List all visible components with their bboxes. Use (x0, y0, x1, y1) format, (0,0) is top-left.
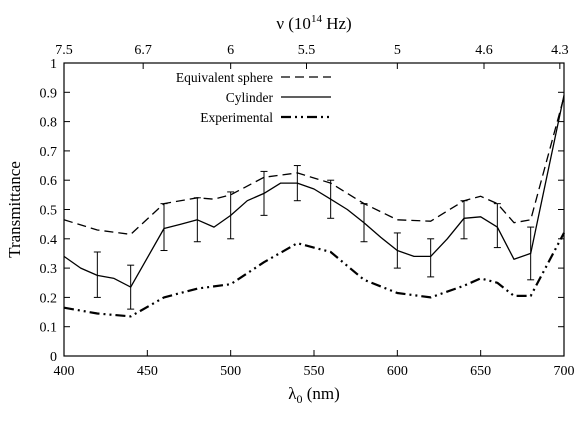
top-tick-label: 5.5 (298, 43, 316, 58)
top-axis-label-superscript: 14 (311, 13, 323, 25)
series-lines (63, 95, 565, 318)
error-bar (427, 238, 435, 278)
y-tick-label: 0.6 (40, 174, 58, 189)
legend: Equivalent sphere Cylinder Experimental (176, 70, 331, 125)
y-tick-label: 1 (50, 57, 57, 72)
error-bar (93, 251, 101, 298)
top-axis-label-unit: Hz) (322, 14, 352, 33)
y-axis-label: Transmittance (5, 161, 24, 258)
error-bar (327, 179, 335, 219)
top-axis-label-prefix: ν (10 (276, 14, 311, 33)
y-tick-labels: 0 0.1 0.2 0.3 0.4 0.5 0.6 0.7 0.8 0.9 1 (40, 57, 58, 365)
x-axis-label: λ0 (nm) (288, 384, 340, 406)
error-bars (93, 165, 535, 310)
top-tick-label: 5 (394, 43, 401, 58)
tick-marks (63, 62, 565, 357)
series-line-1 (63, 95, 565, 288)
top-tick-label: 4.6 (475, 43, 493, 58)
error-bar (360, 203, 368, 243)
error-bar (127, 264, 135, 310)
x-tick-label: 700 (554, 364, 575, 379)
legend-label-cylinder: Cylinder (226, 90, 274, 105)
top-tick-label: 4.3 (551, 43, 569, 58)
x-tick-label: 550 (304, 364, 325, 379)
error-bar (260, 170, 268, 216)
error-bar (393, 232, 401, 269)
y-tick-label: 0.8 (40, 116, 58, 131)
legend-label-equivalent-sphere: Equivalent sphere (176, 70, 273, 85)
series-line-2 (63, 232, 565, 318)
y-tick-label: 0.9 (40, 86, 58, 101)
x-axis-label-unit: (nm) (302, 384, 339, 403)
y-tick-label: 0.1 (40, 321, 58, 336)
error-bar (460, 200, 468, 240)
top-tick-labels: 7.5 6.7 6 5.5 5 4.6 4.3 (55, 43, 568, 58)
y-tick-label: 0.5 (40, 204, 58, 219)
error-bar (527, 226, 535, 281)
x-tick-label: 650 (470, 364, 491, 379)
y-tick-label: 0.7 (40, 145, 58, 160)
x-tick-label: 600 (387, 364, 408, 379)
error-bar (293, 165, 301, 202)
x-axis-label-subscript: 0 (296, 392, 302, 406)
error-bar (227, 191, 235, 240)
y-tick-label: 0.4 (40, 233, 58, 248)
plot-frame (63, 62, 565, 357)
top-tick-label: 6 (227, 43, 234, 58)
error-bar (193, 197, 201, 243)
legend-label-experimental: Experimental (200, 110, 273, 125)
top-axis-label: ν (1014 Hz) (276, 13, 351, 33)
top-tick-label: 7.5 (55, 43, 73, 58)
error-bar (160, 203, 168, 252)
y-tick-label: 0.3 (40, 262, 58, 277)
error-bar (493, 203, 501, 249)
y-tick-label: 0.2 (40, 291, 58, 306)
x-tick-label: 450 (137, 364, 158, 379)
x-tick-labels: 400 450 500 550 600 650 700 (54, 364, 575, 379)
top-tick-label: 6.7 (134, 43, 152, 58)
y-tick-label: 0 (50, 350, 57, 365)
x-tick-label: 400 (54, 364, 75, 379)
x-axis-label-symbol: λ (288, 384, 297, 403)
x-tick-label: 500 (220, 364, 241, 379)
